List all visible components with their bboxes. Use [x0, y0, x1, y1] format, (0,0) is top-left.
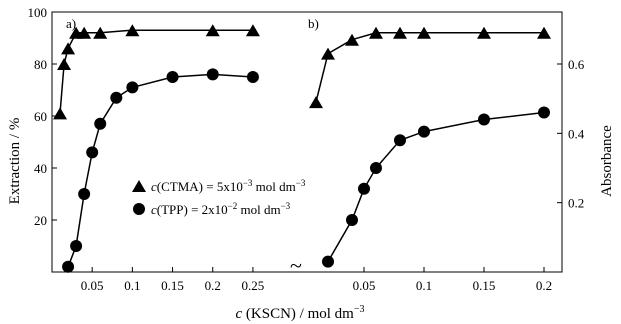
legend-entry-ctma: c(CTMA) = 5x10−3 mol dm−3	[151, 178, 306, 194]
legend-entry-ctma-unit-exp: −3	[296, 178, 306, 188]
plot-frame	[51, 11, 563, 273]
data-point-circle	[126, 81, 139, 94]
data-point-triangle	[93, 26, 108, 39]
data-point-circle	[394, 134, 406, 147]
x-axis-label: c (KSCN) / mol dm−3	[236, 304, 365, 322]
x-tick-label: 0.2	[536, 278, 552, 293]
data-point-circle	[62, 260, 75, 273]
data-point-circle	[322, 255, 334, 268]
legend: c(CTMA) = 5x10−3 mol dm−3 c(TPP) = 2x10−…	[132, 178, 306, 217]
left-axis-label: Extraction / %	[7, 118, 23, 205]
legend-entry-tpp: c(TPP) = 2x10−2 mol dm−3	[151, 201, 291, 217]
data-point-triangle	[537, 26, 551, 39]
legend-triangle-marker	[132, 180, 146, 192]
data-point-triangle	[417, 26, 431, 39]
x-tick-label: 0.15	[473, 278, 496, 293]
legend-entry-tpp-unit-exp: −3	[281, 201, 291, 211]
data-point-circle	[166, 71, 179, 83]
data-point-circle	[78, 188, 91, 200]
legend-entry-ctma-italic: c	[151, 179, 157, 194]
data-point-triangle	[309, 96, 323, 109]
x-tick-label: 0.25	[242, 278, 265, 293]
data-point-triangle	[125, 24, 140, 37]
data-point-triangle	[205, 24, 220, 37]
series-line-triangle	[315, 32, 544, 103]
data-point-triangle	[477, 26, 491, 39]
right-axis-label: Absorbance	[599, 125, 615, 197]
series-line-triangle	[59, 29, 253, 114]
data-point-triangle	[369, 26, 383, 39]
data-point-triangle	[53, 107, 68, 120]
x-tick-label: 0.1	[124, 278, 140, 293]
legend-entry-tpp-italic: c	[151, 202, 157, 217]
data-point-triangle	[393, 26, 407, 39]
data-point-circle	[346, 214, 358, 226]
y-tick-label: 20	[34, 213, 47, 228]
data-point-triangle	[77, 26, 92, 39]
data-point-circle	[370, 162, 382, 174]
axes-layer: 0.05 0.1 0.15 0.2 0.25 20 40 60 80 100 a) 0.05 0.1 0.…	[28, 5, 585, 293]
data-point-triangle	[57, 58, 72, 70]
y-tick-label: 0.4	[568, 126, 585, 141]
legend-entry-tpp-exp: −2	[228, 201, 238, 211]
marks-layer	[53, 24, 551, 273]
x-tick-label: 0.1	[416, 278, 432, 293]
data-point-triangle	[61, 42, 76, 55]
panel-label: a)	[66, 16, 76, 31]
data-point-circle	[86, 146, 99, 159]
x-axis-label-text: (KSCN) / mol dm	[242, 306, 354, 322]
data-point-triangle	[345, 33, 359, 46]
x-axis-label-exp: −3	[354, 304, 365, 315]
data-point-circle	[94, 117, 107, 130]
y-tick-label: 0.6	[568, 57, 585, 72]
x-tick-label: 0.15	[161, 278, 184, 293]
y-tick-label: 80	[34, 57, 47, 72]
data-point-circle	[246, 71, 259, 83]
legend-entry-tpp-text: (TPP) = 2x10	[157, 202, 228, 217]
data-point-circle	[418, 125, 430, 138]
series-line-circle	[67, 73, 253, 268]
panel-label: b)	[308, 16, 319, 31]
data-point-triangle	[321, 47, 335, 60]
data-point-circle	[70, 240, 83, 252]
legend-entry-ctma-text: (CTMA) = 5x10	[157, 179, 243, 194]
legend-entry-tpp-unit: mol dm	[237, 202, 280, 217]
data-point-circle	[358, 182, 370, 195]
legend-circle-marker	[133, 203, 145, 215]
data-point-triangle	[245, 24, 260, 37]
data-point-circle	[206, 68, 219, 81]
x-tick-label: 0.05	[353, 278, 376, 293]
y-tick-label: 0.2	[568, 196, 584, 211]
data-point-circle	[110, 91, 123, 104]
axis-break-mark: ~	[290, 253, 302, 278]
x-axis-label-italic: c	[236, 306, 243, 322]
x-tick-label: 0.05	[81, 278, 104, 293]
legend-entry-ctma-unit: mol dm	[252, 179, 295, 194]
x-tick-label: 0.2	[205, 278, 221, 293]
y-tick-label: 40	[34, 161, 47, 176]
data-point-circle	[478, 113, 490, 126]
y-tick-label: 100	[28, 5, 48, 20]
data-point-circle	[538, 106, 550, 119]
y-tick-label: 60	[34, 109, 47, 124]
legend-entry-ctma-exp: −3	[243, 178, 253, 188]
